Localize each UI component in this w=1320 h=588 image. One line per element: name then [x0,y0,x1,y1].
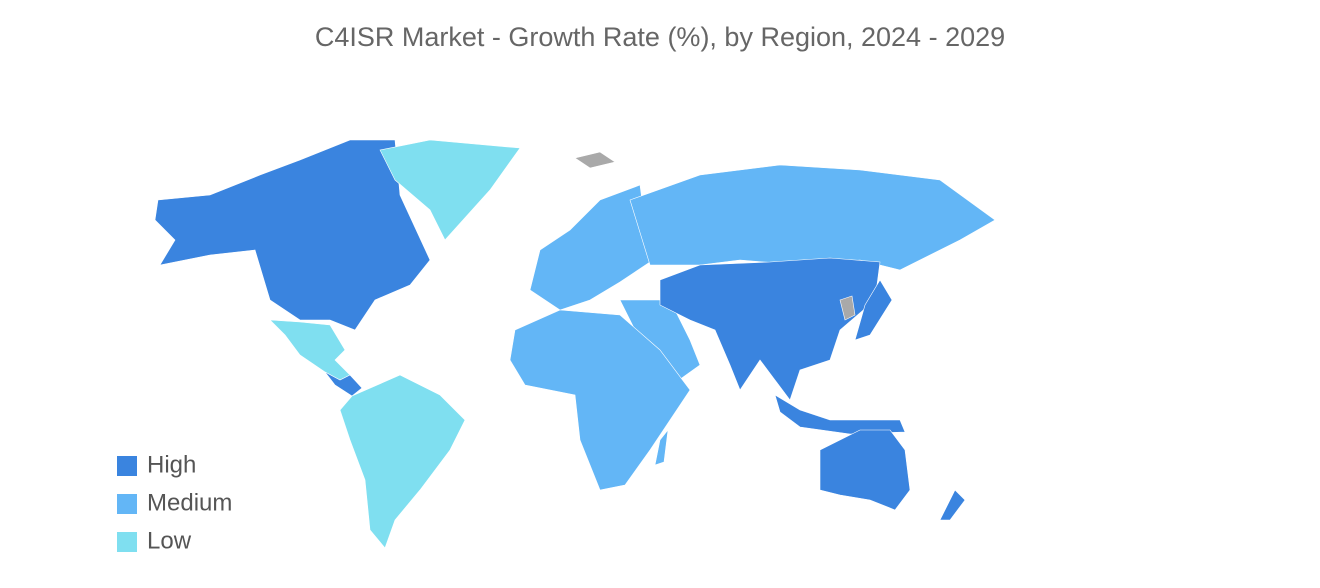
australia [819,429,911,511]
legend-swatch [117,494,137,514]
legend-swatch [117,532,137,552]
russia [629,164,996,271]
madagascar [654,428,669,466]
japan [854,279,893,341]
north-america [154,139,431,331]
africa [509,309,691,491]
central-america [324,371,363,397]
mexico [269,319,351,381]
world-map [154,139,996,549]
legend-label: High [147,451,196,478]
greenland [379,139,521,241]
legend-swatch [117,456,137,476]
indonesia [774,394,906,435]
korea [839,295,856,321]
legend: High Medium Low [117,451,232,554]
new-zealand [939,489,966,521]
south-america [339,374,466,549]
map-title: C4ISR Market - Growth Rate (%), by Regio… [315,22,1005,52]
legend-label: Low [147,527,192,554]
legend-label: Medium [147,489,232,516]
svalbard [574,151,616,169]
asia [659,257,881,401]
